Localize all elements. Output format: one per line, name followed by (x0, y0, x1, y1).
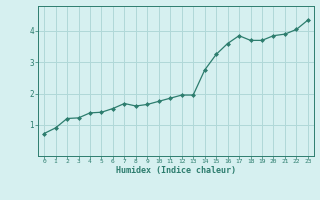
X-axis label: Humidex (Indice chaleur): Humidex (Indice chaleur) (116, 166, 236, 175)
